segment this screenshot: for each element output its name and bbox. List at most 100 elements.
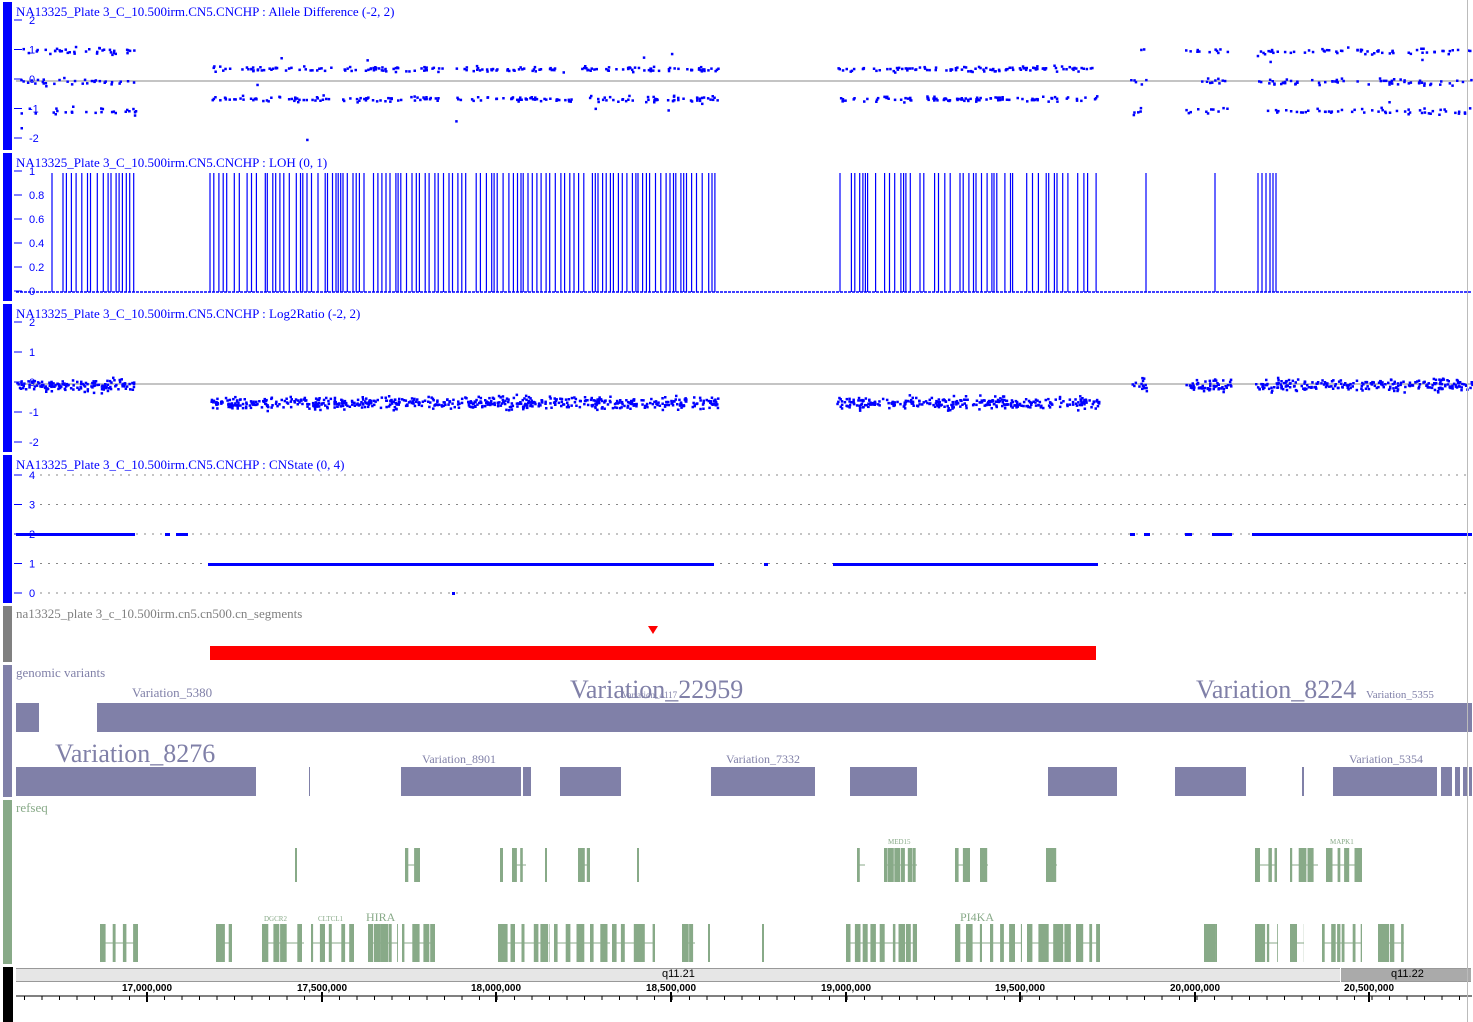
- allele-points: [20, 45, 1473, 142]
- log2-point: [1066, 404, 1069, 408]
- log2-point: [21, 386, 25, 390]
- allele-point: [354, 68, 357, 72]
- cnstate-track[interactable]: 43210 NA13325_Plate 3_C_10.500irm.CN5.CN…: [0, 455, 1473, 603]
- track-color-bar: [3, 2, 12, 150]
- allele-point: [927, 98, 930, 102]
- log2-point: [76, 386, 79, 389]
- log2-point: [857, 396, 861, 400]
- segment-marker-icon: [648, 626, 658, 634]
- cn-segments-track[interactable]: na13325_plate 3_c_10.500irm.cn5.cn500.cn…: [0, 606, 1473, 662]
- refseq-track[interactable]: refseq HIRA PI4KA DGCR2 CLTCL1 MED15 MAP…: [0, 800, 1473, 964]
- allele-point: [1329, 111, 1333, 114]
- log2ratio-scatter-plot: 210-1-2: [14, 317, 1473, 449]
- allele-point: [1385, 79, 1388, 83]
- log2-point: [366, 405, 370, 409]
- allele-point: [95, 52, 99, 55]
- log2-point: [1351, 385, 1354, 388]
- log2-point: [435, 403, 438, 406]
- log2-point: [583, 402, 586, 406]
- ruler-track[interactable]: q11.21 q11.22 17,000,000 17,500,000 18,000…: [0, 967, 1473, 1022]
- log2-point: [673, 400, 676, 403]
- allele-point: [994, 96, 997, 99]
- log2-point: [410, 401, 414, 405]
- log2-point: [848, 406, 851, 409]
- allele-point: [252, 69, 255, 72]
- log2-point: [583, 396, 587, 399]
- genomic-variants-track[interactable]: genomic variants Variation_22959 Variati…: [0, 665, 1473, 797]
- cytoband-bar[interactable]: [16, 968, 1340, 982]
- allele-point: [701, 68, 705, 71]
- axis-tick-label: -2: [29, 437, 39, 449]
- log2-point: [1270, 386, 1273, 389]
- log2-point: [1287, 378, 1291, 382]
- log2-point: [249, 406, 253, 410]
- log2-point: [1276, 383, 1279, 386]
- log2-point: [590, 396, 593, 400]
- log2-point: [852, 398, 855, 402]
- allele-point: [1053, 64, 1056, 67]
- log2-point: [1431, 383, 1434, 387]
- allele-point: [323, 69, 327, 73]
- cn-state-0-point: [452, 592, 455, 595]
- allele-point: [1276, 50, 1279, 53]
- log2ratio-track[interactable]: 210-1-2 NA13325_Plate 3_C_10.500irm.CN5.…: [0, 304, 1473, 452]
- gene-exon: [533, 924, 539, 962]
- allele-point: [1377, 110, 1380, 113]
- log2-point: [858, 407, 862, 410]
- log2-point: [1300, 384, 1303, 388]
- allele-point: [524, 98, 528, 101]
- allele-difference-track[interactable]: 210-1-2 NA13325_Plate 3_C_10.500irm.CN5.…: [0, 2, 1473, 150]
- axis-tick-label: -1: [29, 407, 39, 419]
- allele-point: [1077, 70, 1080, 73]
- allele-point: [280, 57, 283, 60]
- allele-point: [405, 70, 408, 73]
- gene-exon: [368, 924, 374, 962]
- log2-point: [1427, 382, 1430, 385]
- allele-point: [969, 69, 973, 73]
- log2-point: [982, 399, 986, 402]
- log2-point: [685, 398, 688, 401]
- allele-point: [895, 66, 899, 70]
- log2-point: [490, 399, 493, 403]
- allele-point: [517, 68, 521, 71]
- allele-point: [649, 67, 652, 70]
- allele-point: [35, 50, 39, 53]
- allele-point: [413, 99, 417, 102]
- log2-point: [353, 404, 357, 407]
- allele-point: [936, 99, 939, 102]
- allele-point: [98, 46, 101, 50]
- log2-point: [413, 397, 416, 401]
- log2-point: [23, 382, 26, 385]
- allele-point: [539, 99, 543, 103]
- log2-point: [910, 401, 913, 405]
- log2-point: [1141, 379, 1145, 383]
- allele-point: [108, 48, 112, 52]
- allele-point: [896, 68, 900, 71]
- allele-point: [350, 69, 353, 73]
- allele-point: [109, 51, 113, 54]
- gene-exon: [349, 924, 354, 962]
- axis-tick-label: 0.2: [29, 262, 44, 274]
- allele-point: [228, 98, 231, 101]
- log2-point: [1273, 386, 1276, 389]
- allele-point: [621, 68, 625, 71]
- log2-point: [654, 400, 658, 403]
- log2-point: [523, 397, 526, 400]
- loh-track[interactable]: 1 0.8 0.6 0.4 0.2 0 NA13325_Plate 3_C_10.500i…: [0, 153, 1473, 301]
- cytoband-bar-right[interactable]: [1341, 968, 1471, 982]
- log2-point: [527, 399, 530, 403]
- log2-point: [1439, 379, 1442, 383]
- log2-point: [491, 402, 494, 406]
- log2-point: [32, 379, 36, 383]
- log2-point: [298, 401, 301, 404]
- log2-point: [671, 404, 675, 407]
- allele-point: [36, 48, 39, 52]
- allele-point: [34, 112, 37, 115]
- log2-point: [110, 381, 113, 384]
- log2-point: [224, 396, 228, 400]
- log2-point: [548, 395, 552, 398]
- cytoband-label: q11.21: [662, 968, 695, 980]
- log2-point: [446, 398, 449, 402]
- log2-point: [865, 404, 868, 407]
- log2-point: [361, 402, 365, 405]
